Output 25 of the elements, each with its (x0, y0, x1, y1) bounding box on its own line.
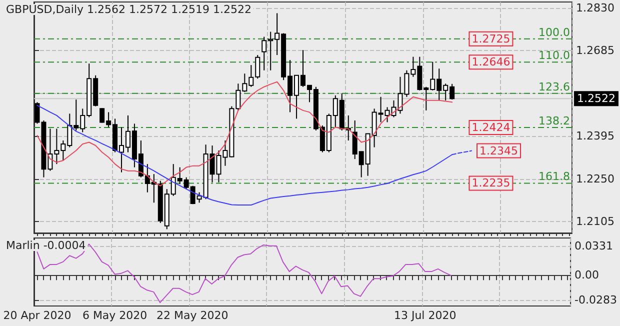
x-tick-label: 13 Jul 2020 (394, 309, 456, 322)
y-tick-label: -0.0283 (574, 294, 618, 307)
ref-line-label: 1.2424 (472, 121, 510, 134)
ref-line-label: 1.2646 (472, 56, 510, 69)
x-tick-label: 20 Apr 2020 (3, 309, 72, 322)
chart-title: GBPUSD,Daily 1.2562 1.2572 1.2519 1.2522 (6, 3, 252, 16)
annotation: 100.0 (538, 26, 570, 39)
x-tick-label: 6 May 2020 (82, 309, 148, 322)
annotation: 138.2 (538, 114, 570, 128)
y-tick-label: 1.2830 (576, 1, 614, 14)
ref-line-label: 1.2235 (472, 176, 510, 190)
data-label: 1.2345 (480, 144, 518, 158)
y-tick-label: 1.2685 (576, 44, 614, 58)
annotation: 123.6 (538, 80, 570, 94)
y-tick-label: 0.0331 (574, 239, 614, 252)
ref-line-label: 1.2725 (472, 32, 510, 46)
y-tick-label: 1.2105 (576, 215, 614, 228)
y-tick-label: 1.2250 (576, 172, 614, 186)
annotation: 110.0 (538, 49, 570, 62)
chart-title: Marlin -0.0004 (6, 239, 86, 252)
ref-line-label: 1.2522 (577, 92, 616, 106)
y-tick-label: 0.00 (574, 268, 600, 282)
annotation: 161.8 (538, 170, 570, 184)
x-tick-label: 22 May 2020 (156, 309, 228, 322)
y-tick-label: 1.2395 (576, 130, 614, 143)
